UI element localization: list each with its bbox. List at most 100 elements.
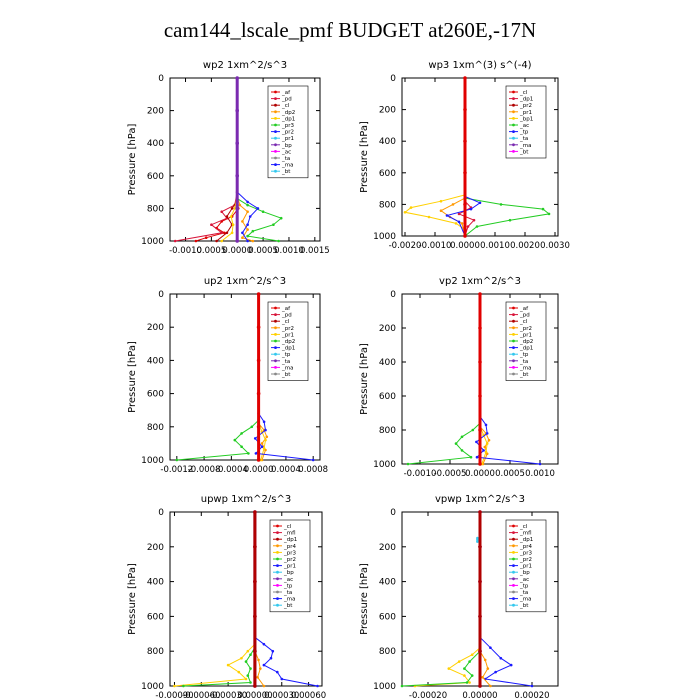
series-point (194, 239, 198, 243)
series-line (236, 195, 253, 242)
series-point (271, 649, 275, 653)
chart-title: up2 1xm^2/s^3 (204, 276, 286, 287)
legend-marker (274, 333, 277, 336)
series-point (254, 452, 258, 455)
legend-marker (512, 319, 515, 323)
series-point (253, 614, 257, 619)
series-point (463, 667, 466, 670)
legend-marker (512, 570, 515, 574)
series-point (280, 677, 284, 681)
legend-label: _ac (281, 149, 291, 155)
series-point (230, 207, 234, 210)
legend-marker (512, 130, 515, 134)
legend-label: _cl (283, 524, 292, 530)
x-tick-label: 0.00020 (514, 691, 549, 700)
x-tick-label: 0.0000 (244, 465, 274, 475)
series-point (272, 223, 275, 226)
legend-marker (512, 359, 515, 363)
legend-label: _bt (519, 372, 529, 378)
series-line (407, 422, 481, 465)
legend-label: _tp (283, 583, 293, 589)
legend-label: _ma (519, 365, 531, 371)
series-point (454, 442, 458, 445)
series-point (256, 458, 261, 462)
series-point (509, 663, 513, 667)
series-point (475, 455, 479, 459)
series-point (451, 203, 455, 206)
series-point (262, 447, 266, 450)
series-point (478, 326, 482, 330)
series-point (541, 207, 545, 211)
series-point (316, 684, 319, 688)
series-point (204, 236, 208, 239)
series-point (246, 200, 249, 204)
legend-marker (276, 551, 279, 554)
chart-panel-4: vp2 1xm^2/s^3 Pressure [hPa] 0 200 400 600 800… (359, 276, 559, 479)
series-point (463, 107, 467, 112)
plot-frame (169, 77, 321, 242)
y-tick-label: 400 (147, 578, 164, 588)
legend-marker (276, 537, 279, 541)
x-tick-label: -0.0012 (160, 465, 193, 475)
x-tick-label: 0.0005 (248, 246, 278, 256)
plot-frame (169, 293, 321, 461)
series-point (247, 452, 250, 455)
legend-label: _dp1 (283, 537, 297, 543)
series-point (478, 394, 482, 398)
legend-label: _af (281, 90, 291, 96)
series-point (220, 239, 223, 243)
series-point (253, 649, 257, 653)
series-point (259, 667, 262, 670)
legend-label: _ta (519, 359, 528, 365)
legend-label: _pr3 (283, 550, 297, 556)
series-point (487, 438, 491, 442)
legend-label: _bp (281, 143, 292, 149)
series-point (460, 435, 464, 439)
series-point (241, 231, 244, 235)
series-point (445, 214, 449, 217)
series-point (469, 207, 473, 211)
legend-marker (276, 544, 279, 548)
legend-label: _bt (281, 372, 291, 378)
series-point (256, 676, 259, 679)
series-point (240, 432, 243, 435)
x-tick-label: -0.00030 (209, 691, 247, 700)
series-point (240, 445, 243, 449)
series-point (457, 660, 461, 663)
legend-marker (512, 372, 515, 376)
legend-label: _dp1 (519, 97, 533, 103)
legend-marker (512, 110, 515, 114)
series-point (478, 201, 482, 205)
series-line (236, 191, 259, 242)
legend-marker (274, 156, 277, 160)
x-tick-label: -0.0010 (169, 246, 202, 256)
series-point (478, 428, 482, 432)
series-point (235, 76, 239, 80)
legend-marker (274, 306, 277, 310)
series-point (483, 445, 487, 449)
chart-panel-6: vpwp 1xm^2/s^3 Pressure [hPa] 0 200 400 600 80… (359, 494, 559, 700)
legend-label: _cl (519, 524, 528, 530)
series-point (547, 212, 551, 216)
legend-label: _af (281, 306, 291, 312)
legend-marker (274, 117, 277, 120)
series-point (276, 670, 279, 674)
legend-marker (274, 163, 277, 167)
legend-label: _pr2 (283, 557, 296, 563)
series-point (403, 211, 407, 214)
series-point (256, 207, 260, 210)
legend-label: _ma (519, 597, 531, 603)
series-point (470, 653, 474, 656)
x-tick-label: 0.0000 (465, 469, 495, 479)
series-point (235, 206, 239, 211)
series-point (246, 649, 250, 653)
y-tick-label: 600 (147, 390, 164, 400)
plot-frame (169, 511, 323, 687)
legend-marker (512, 531, 515, 534)
y-tick-label: 600 (379, 612, 396, 622)
series-point (269, 656, 273, 660)
series-point (469, 455, 473, 459)
y-tick-label: 800 (147, 647, 164, 657)
series-point (175, 458, 179, 462)
x-tick-label: -0.0004 (215, 465, 248, 475)
